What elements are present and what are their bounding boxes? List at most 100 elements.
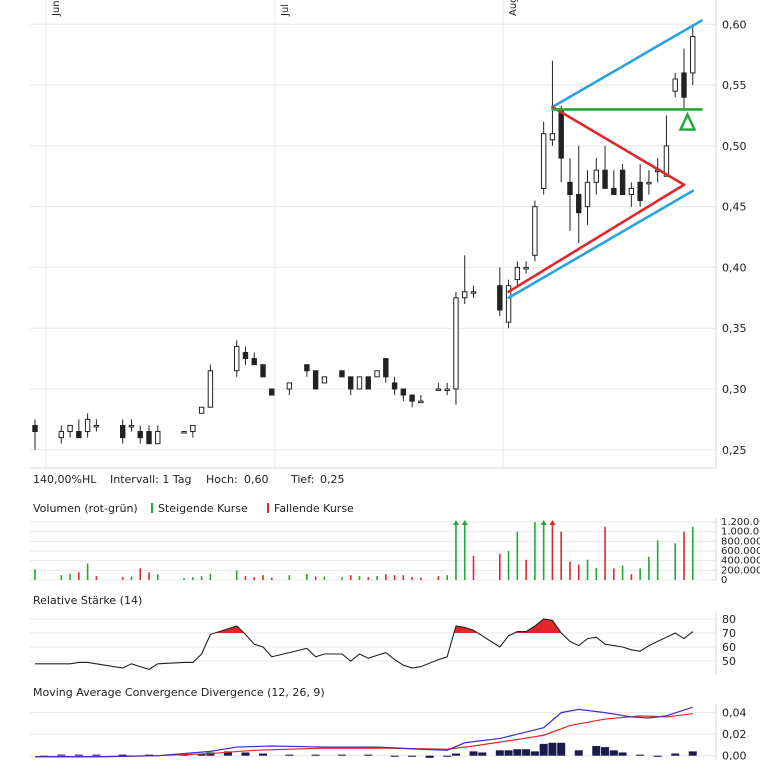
candle <box>207 364 214 408</box>
candle <box>251 352 257 366</box>
low-label: Tief: <box>290 473 314 486</box>
candle <box>628 182 635 207</box>
macd-histogram-bar <box>197 753 206 756</box>
macd-histogram-bar <box>513 749 522 756</box>
volume-y-tick-label: 1.000.000 <box>721 527 760 538</box>
candle <box>234 340 240 377</box>
volume-overflow-arrow <box>540 520 547 525</box>
low-value: 0,25 <box>320 473 345 486</box>
rising-legend-label: Steigende Kurse <box>158 502 248 515</box>
macd-histogram-bar <box>145 754 154 756</box>
high-value: 0,60 <box>244 473 269 486</box>
candle <box>120 419 126 444</box>
price-y-tick-label: 0,25 <box>722 444 747 457</box>
volume-y-tick-label: 200.000 <box>721 565 760 576</box>
candle <box>584 170 591 225</box>
macd-signal-line <box>35 713 693 758</box>
macd-histogram-bar <box>443 755 452 757</box>
candle <box>637 164 643 207</box>
volume-y-tick-label: 1.200.000 <box>721 517 760 528</box>
candle-body <box>409 394 415 402</box>
candle <box>146 425 152 445</box>
candle <box>286 382 293 396</box>
candle-body <box>383 358 389 378</box>
candle-body <box>593 169 599 183</box>
candle-body <box>304 364 310 372</box>
candle <box>497 267 503 317</box>
candle-body <box>58 431 65 439</box>
macd-histogram-bar <box>364 754 373 756</box>
candle-body <box>576 193 582 214</box>
candle-body <box>637 181 643 202</box>
rsi-y-tick-label: 60 <box>722 641 736 654</box>
macd-histogram-bar <box>74 754 83 756</box>
month-tick-label: Jul <box>280 4 291 17</box>
macd-histogram-bar <box>408 755 417 757</box>
month-tick-label: Jun <box>51 0 62 17</box>
candle <box>593 158 599 195</box>
candle <box>462 255 468 304</box>
trendline <box>507 189 695 300</box>
candle-body <box>356 376 363 390</box>
candle <box>321 376 328 384</box>
falling-legend-swatch <box>267 503 269 513</box>
volume-overflow-arrow <box>452 520 459 525</box>
candle-body <box>190 424 196 433</box>
rsi-line <box>35 618 694 671</box>
candle <box>128 419 135 432</box>
price-y-tick-label: 0,30 <box>722 383 747 396</box>
candle-body <box>532 206 538 256</box>
trendline <box>551 105 686 187</box>
rsi-grid <box>30 612 717 675</box>
candle <box>155 425 161 445</box>
rsi-overbought-area <box>514 619 562 633</box>
price-y-tick-label: 0,55 <box>722 79 747 92</box>
candle-body <box>681 72 687 98</box>
candle-body <box>181 431 187 434</box>
macd-histogram-bar <box>390 755 399 757</box>
candle-body <box>497 285 503 311</box>
candle <box>67 424 73 438</box>
rising-legend-swatch <box>151 503 153 513</box>
candle <box>602 145 608 189</box>
candle <box>690 24 696 86</box>
candle <box>646 170 652 195</box>
candle <box>453 291 459 405</box>
macd-histogram-bar <box>592 746 601 756</box>
breakout-triangle-marker <box>678 111 697 131</box>
candle-body <box>93 424 100 428</box>
macd-histogram-bar <box>469 751 478 756</box>
candle-body <box>470 291 477 294</box>
price-y-tick-label: 0,60 <box>722 18 747 31</box>
macd-histogram-bar <box>530 751 539 756</box>
candle <box>663 115 670 177</box>
macd-histogram-bar <box>653 755 662 757</box>
macd-histogram-bar <box>609 750 618 756</box>
price-trendlines <box>507 19 703 300</box>
rsi-overbought-fill <box>214 619 693 633</box>
candle-body <box>418 400 424 404</box>
macd-histogram-bar <box>285 754 294 756</box>
macd-histogram-bar <box>259 753 268 756</box>
candle-body <box>76 431 82 439</box>
macd-histogram-bar <box>92 754 101 756</box>
candle <box>365 376 371 390</box>
candle-body <box>321 376 328 384</box>
candle-body <box>453 297 459 390</box>
candle <box>339 370 345 378</box>
macd-histogram-bar <box>495 750 504 756</box>
macd-histogram-bar <box>478 752 487 756</box>
candle-body <box>251 358 257 366</box>
candle <box>409 394 415 408</box>
macd-histogram-bar <box>618 752 627 756</box>
candle <box>374 370 380 378</box>
macd-line <box>35 706 693 758</box>
candle-body <box>155 431 161 445</box>
candle <box>32 419 38 450</box>
rsi-title: Relative Stärke (14) <box>33 594 142 607</box>
macd-histogram-bar <box>688 751 697 756</box>
candle-body <box>646 181 652 185</box>
rsi-y-tick-label: 70 <box>722 627 736 640</box>
